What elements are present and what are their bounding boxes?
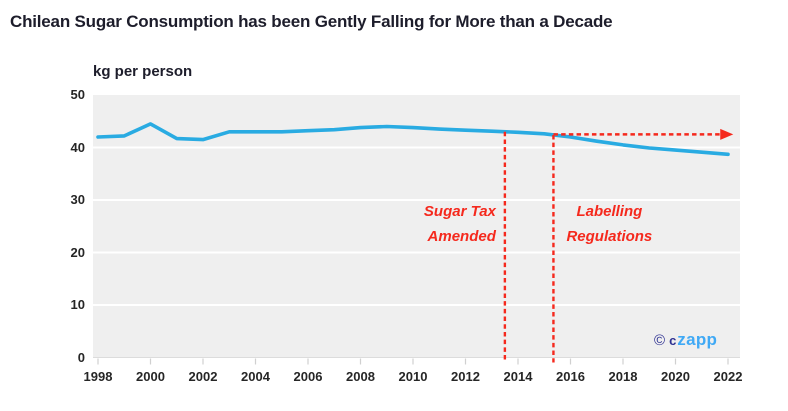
x-axis-tick-label: 2012 (451, 369, 480, 384)
y-axis-tick-label: 0 (77, 349, 85, 365)
event-annotation-line: Regulations (566, 228, 653, 245)
x-axis-tick-label: 2008 (346, 369, 375, 384)
copyright-icon: © (654, 332, 666, 349)
y-axis-tick-label: 30 (70, 192, 85, 207)
logo-text-light: zapp (677, 330, 718, 349)
event-annotation-2: Labelling Regulations (566, 199, 652, 249)
x-axis-tick-label: 2022 (713, 369, 743, 384)
x-axis-tick-label: 2004 (241, 369, 270, 384)
trend-arrow-head-icon (720, 128, 734, 140)
y-axis-tick-label: 20 (70, 244, 85, 260)
x-axis-tick-label: 2016 (556, 369, 585, 384)
y-axis-unit-label: kg per person (93, 63, 193, 80)
x-axis-tick-label: 2006 (293, 369, 323, 384)
page-title: Chilean Sugar Consumption has been Gentl… (10, 12, 613, 31)
event-annotation-1: Sugar Tax Amended (424, 199, 496, 249)
y-axis-tick-label: 10 (70, 297, 85, 312)
czapp-logo: © c zapp (654, 330, 717, 350)
x-axis-tick-label: 2010 (398, 369, 428, 384)
event-annotation-line: Sugar Tax (423, 203, 496, 220)
x-axis-tick-label: 2018 (608, 369, 638, 384)
y-axis-tick-label: 50 (70, 87, 85, 102)
x-axis-tick-label: 2020 (661, 369, 690, 384)
x-axis-tick-label: 2002 (188, 369, 218, 384)
consumption-line (96, 122, 730, 157)
x-axis-tick-label: 2000 (136, 369, 165, 384)
x-axis-tick-label: 2014 (503, 369, 533, 384)
x-axis-tick-label: 1998 (83, 369, 113, 384)
event-annotation-line: Amended (427, 228, 496, 245)
event-annotation-line: Labelling (576, 203, 643, 220)
y-axis-tick-label: 40 (70, 139, 85, 155)
logo-text-dark: c (669, 333, 677, 348)
